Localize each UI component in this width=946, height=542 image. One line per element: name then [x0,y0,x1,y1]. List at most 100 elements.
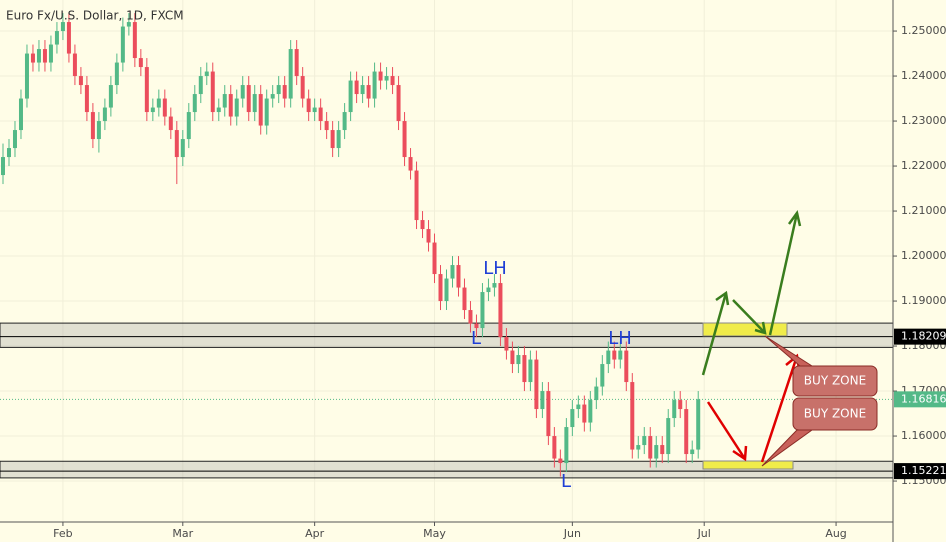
candle-body [528,359,533,383]
buy-zone-callout: BUY ZONE [764,335,878,397]
y-tick-label: 1.25000 [901,24,946,37]
arrow [701,292,728,376]
candle-body [336,130,341,149]
candle-body [312,107,317,113]
price-tag [894,328,946,345]
candle-body [102,107,107,122]
candle-body [588,400,593,423]
candle-body [198,76,203,95]
arrow [768,212,799,336]
candle-body [504,337,509,351]
buy-zone-callout: BUY ZONE [761,397,878,467]
candle-body [366,85,371,99]
candle-body [228,94,233,117]
candle-body [600,364,605,387]
arrow-head [754,321,767,335]
x-tick-label: Feb [53,527,72,540]
candle-body [282,85,287,99]
candle-body [384,76,389,81]
candle-body [372,71,377,99]
candle-body [84,85,89,113]
candle-body [360,85,365,95]
x-tick-label: Jun [563,527,581,540]
candle-body [78,76,83,86]
candle-body [6,148,11,158]
candle-body [300,76,305,99]
candle-body [390,76,395,86]
candle-body [270,94,275,99]
candle-body [690,449,695,455]
candle-body [660,445,665,455]
candle-body [558,458,563,464]
candles [0,13,701,477]
price-tag-label: 1.18209 [901,330,946,343]
arrow [760,355,799,463]
green-arrows [701,210,802,376]
candle-body [672,400,677,419]
candle-body [24,53,29,99]
candle-body [180,139,185,158]
price-zone [0,460,893,479]
annotation: L [471,328,481,349]
annotation: L [561,471,571,492]
candle-body [72,53,77,77]
y-tick-label: 1.20000 [901,249,946,262]
candle-body [150,107,155,113]
candle-body [396,85,401,122]
candle-body [546,391,551,437]
chart-title: Euro Fx/U.S. Dollar, 1D, FXCM [6,9,184,23]
candle-body [306,98,311,113]
arrow-head [732,445,748,462]
candle-body [288,49,293,99]
y-tick-label: 1.16000 [901,429,946,442]
candle-body [468,310,473,324]
annotation: LH [483,258,507,279]
candle-body [378,71,383,81]
candle-body [654,445,659,459]
x-tick-label: Mar [172,527,193,540]
x-tick-label: Apr [305,527,325,540]
candle-body [222,94,227,108]
candle-body [438,274,443,302]
candle-body [108,85,113,108]
price-tag [894,463,946,480]
candle-body [246,85,251,113]
candle-body [456,265,461,288]
candle-body [552,436,557,459]
candle-body [474,323,479,329]
candle-body [342,112,347,131]
candle-body [498,283,503,338]
candle-body [114,62,119,86]
candle-body [192,94,197,113]
y-tick-label: 1.23000 [901,114,946,127]
candle-body [582,404,587,423]
candle-body [642,436,647,446]
x-tick-label: May [423,527,446,540]
candle-body [420,220,425,230]
candle-body [402,121,407,158]
candle-body [348,80,353,113]
candle-body [564,427,569,464]
candle-body [594,386,599,401]
callout-box [792,365,878,397]
arrow [706,401,747,460]
candle-body [324,121,329,131]
candle-body [162,98,167,117]
price-tag-label: 1.15221 [901,464,946,477]
candle-body [186,112,191,140]
candle-body [330,130,335,149]
candle-body [612,350,617,360]
candle-body [18,98,23,131]
candle-body [204,71,209,77]
red-arrows [706,353,801,463]
arrow-head [787,210,802,227]
candle-body [534,359,539,410]
candle-body [252,94,257,113]
arrow-head [715,290,730,306]
candle-body [96,121,101,140]
candle-body [126,22,131,27]
candle-body [276,85,281,95]
candle-body [240,85,245,99]
candle-body [12,130,17,149]
